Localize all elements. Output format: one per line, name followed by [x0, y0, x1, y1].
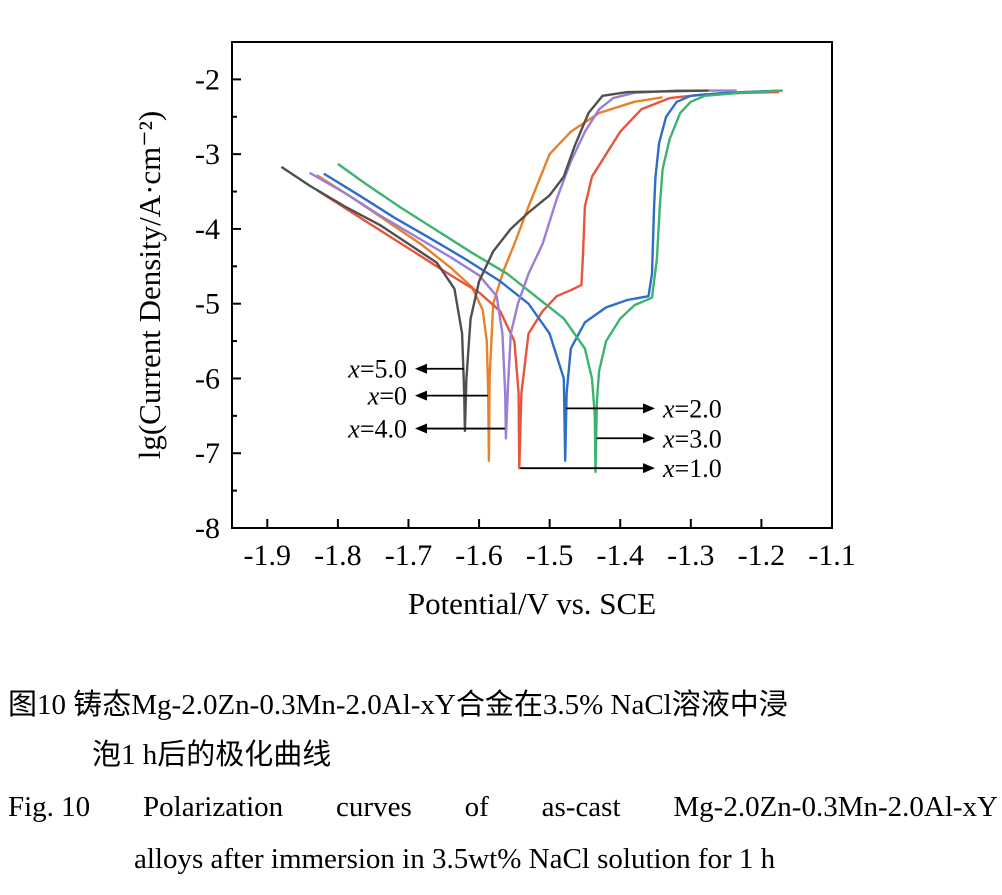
annotation-x-2-0: x=2.0: [566, 394, 722, 423]
annotation-label: x=5.0: [347, 355, 407, 384]
caption-word: Mg-2.0Zn-0.3Mn-2.0Al-xY: [673, 791, 998, 823]
caption-fig-number: Fig. 10: [8, 791, 91, 823]
caption-word: of: [464, 791, 489, 823]
annotation-x-4-0: x=4.0: [347, 415, 505, 444]
x-axis-title: Potential/V vs. SCE: [408, 586, 656, 621]
caption-cn-line1: 图10 铸态Mg-2.0Zn-0.3Mn-2.0Al-xY合金在3.5% NaC…: [8, 689, 788, 721]
y-tick-label: -4: [195, 213, 220, 246]
y-tick-label: -6: [195, 362, 220, 395]
x-tick-label: -1.2: [738, 539, 786, 572]
series-line-x-0: [316, 96, 663, 462]
caption-word: as-cast: [541, 791, 621, 823]
caption-en-line1: Fig. 10 Polarization curves of as-cast M…: [8, 790, 998, 824]
annotation-label: x=3.0: [662, 424, 722, 453]
caption-cn-line2: 泡1 h后的极化曲线: [92, 739, 332, 771]
plot-frame: [231, 41, 833, 529]
y-tick-label: -8: [195, 512, 220, 545]
x-tick-label: -1.8: [314, 539, 362, 572]
series-line-x-3-0: [337, 89, 783, 474]
y-tick-label: -2: [195, 63, 220, 96]
caption-word: Polarization: [143, 791, 284, 823]
x-tick-label: -1.9: [244, 539, 292, 572]
y-tick-label: -7: [195, 437, 220, 470]
y-tick-label: -5: [195, 288, 220, 321]
annotation-layer: x=5.0x=0 x=4.0 x=2.0x=3.0x=1.0: [347, 355, 721, 483]
x-tick-label: -1.4: [596, 539, 644, 572]
series-line-x-2-0: [323, 89, 783, 462]
annotation-label: x=0: [367, 382, 407, 411]
x-tick-label: -1.3: [667, 539, 715, 572]
series-line-x-1-0: [316, 90, 780, 470]
x-tick-label: -1.5: [526, 539, 574, 572]
x-tick-label: -1.1: [808, 539, 856, 572]
x-tick-label: -1.7: [385, 539, 433, 572]
series-line-x-5-0: [280, 89, 709, 432]
annotation-label: x=4.0: [347, 415, 407, 444]
series-layer: [280, 89, 783, 474]
annotation-x-0: x=0: [367, 382, 488, 411]
axes-layer: -1.9 -1.8 -1.7 -1.6 -1.5 -1.4 -1.3 -1.2 -1.1 -2 -3…: [195, 63, 856, 572]
annotation-label: x=1.0: [662, 454, 722, 483]
polarization-chart: -1.9 -1.8 -1.7 -1.6 -1.5 -1.4 -1.3 -1.2 -1.1 -2 -3…: [132, 41, 856, 621]
y-tick-label: -3: [195, 138, 220, 171]
y-axis-title: lg(Current Density/A·cm⁻²): [132, 111, 167, 460]
annotation-x-5-0: x=5.0: [347, 355, 464, 384]
caption-word: curves: [336, 791, 412, 823]
annotation-label: x=2.0: [662, 394, 722, 423]
caption-en-line2: alloys after immersion in 3.5wt% NaCl so…: [134, 843, 776, 875]
annotation-x-1-0: x=1.0: [520, 454, 722, 483]
series-line-x-4-0: [309, 89, 737, 440]
x-tick-label: -1.6: [455, 539, 503, 572]
annotation-x-3-0: x=3.0: [596, 424, 722, 453]
